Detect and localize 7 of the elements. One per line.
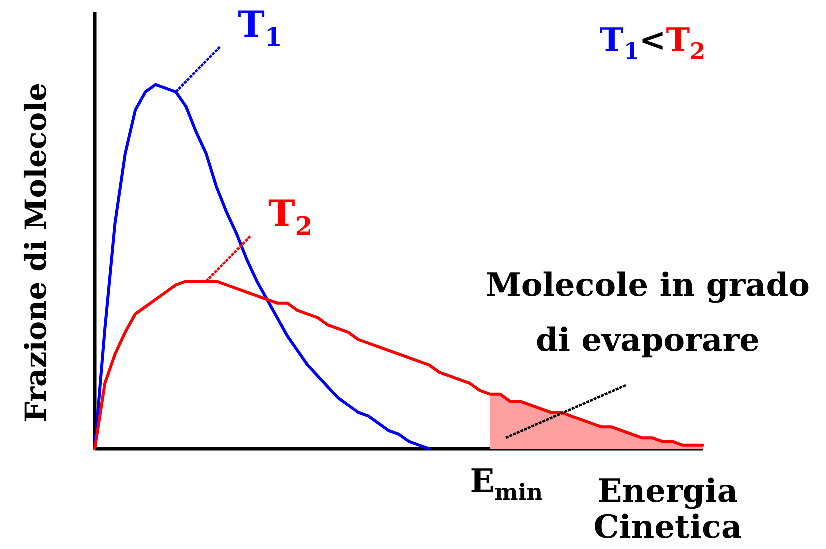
y-axis-title: Frazione di Molecole [18,82,53,422]
annotation: Molecole in grado di evaporare [484,265,811,361]
text: T$_{1}$ [238,4,282,52]
text: T$_{1}$<T$_{2}$ [600,21,706,65]
x-axis-title: Energia Cinetica [592,472,744,546]
series-label: T$_{2}$ [268,193,313,242]
text: E$_{min}$ [470,462,544,506]
